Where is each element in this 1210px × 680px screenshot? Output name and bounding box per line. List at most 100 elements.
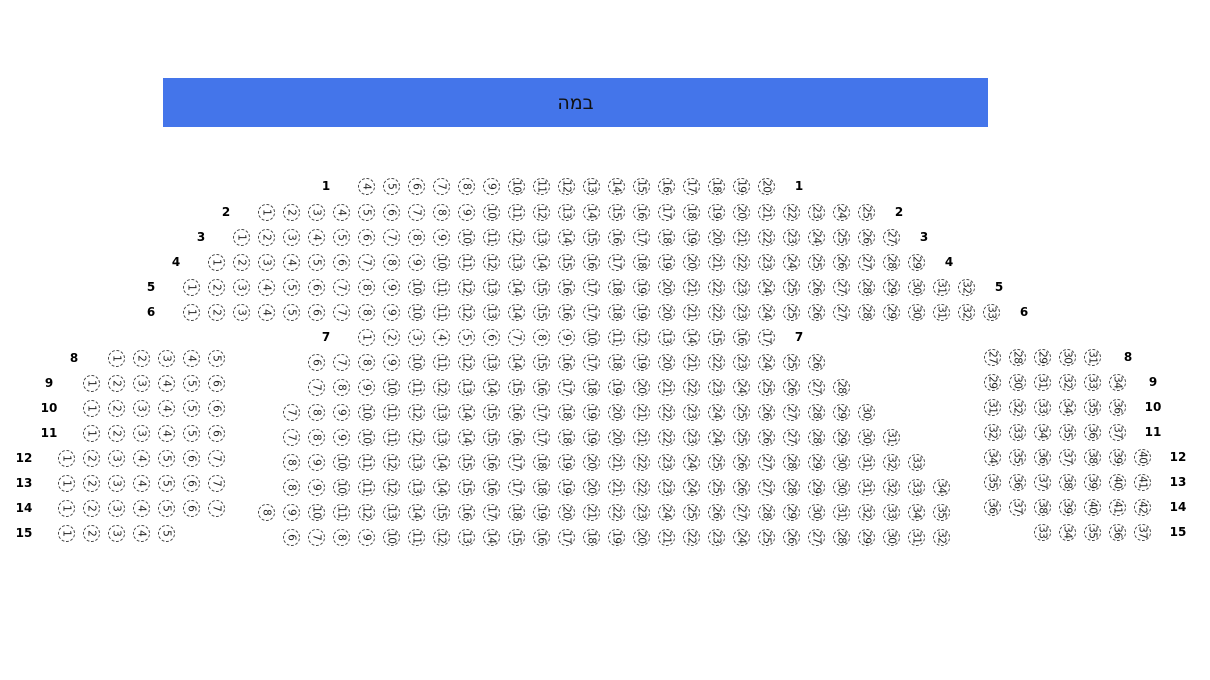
seat-row-10-2[interactable]: 2 (107, 399, 125, 417)
seat-row-4-20[interactable]: 20 (682, 253, 700, 271)
seat-row-9-10[interactable]: 10 (382, 378, 400, 396)
seat-row-15-6[interactable]: 6 (282, 528, 300, 546)
seat-row-5-12[interactable]: 12 (457, 278, 475, 296)
seat-row-15-15[interactable]: 15 (507, 528, 525, 546)
seat-row-10-13[interactable]: 13 (432, 403, 450, 421)
seat-row-9-28[interactable]: 28 (832, 378, 850, 396)
seat-row-12-27[interactable]: 27 (757, 453, 775, 471)
seat-row-3-2[interactable]: 2 (257, 228, 275, 246)
seat-row-14-30[interactable]: 30 (807, 503, 825, 521)
seat-row-13-39[interactable]: 39 (1083, 473, 1101, 491)
seat-row-7-17[interactable]: 17 (757, 328, 775, 346)
seat-row-14-27[interactable]: 27 (732, 503, 750, 521)
seat-row-8-27[interactable]: 27 (983, 348, 1001, 366)
seat-row-13-3[interactable]: 3 (107, 474, 125, 492)
seat-row-7-8[interactable]: 8 (532, 328, 550, 346)
seat-row-2-13[interactable]: 13 (557, 203, 575, 221)
seat-row-15-11[interactable]: 11 (407, 528, 425, 546)
seat-row-12-40[interactable]: 40 (1133, 448, 1151, 466)
seat-row-15-2[interactable]: 2 (82, 524, 100, 542)
seat-row-12-14[interactable]: 14 (432, 453, 450, 471)
seat-row-6-12[interactable]: 12 (457, 303, 475, 321)
seat-row-13-5[interactable]: 5 (157, 474, 175, 492)
seat-row-9-5[interactable]: 5 (182, 374, 200, 392)
seat-row-15-1[interactable]: 1 (57, 524, 75, 542)
seat-row-10-24[interactable]: 24 (707, 403, 725, 421)
seat-row-4-4[interactable]: 4 (282, 253, 300, 271)
seat-row-13-8[interactable]: 8 (282, 478, 300, 496)
seat-row-11-28[interactable]: 28 (807, 428, 825, 446)
seat-row-10-22[interactable]: 22 (657, 403, 675, 421)
seat-row-14-40[interactable]: 40 (1083, 498, 1101, 516)
seat-row-14-34[interactable]: 34 (907, 503, 925, 521)
seat-row-13-20[interactable]: 20 (582, 478, 600, 496)
seat-row-2-21[interactable]: 21 (757, 203, 775, 221)
seat-row-15-22[interactable]: 22 (682, 528, 700, 546)
seat-row-6-7[interactable]: 7 (332, 303, 350, 321)
seat-row-15-7[interactable]: 7 (307, 528, 325, 546)
seat-row-5-16[interactable]: 16 (557, 278, 575, 296)
seat-row-9-32[interactable]: 32 (1058, 373, 1076, 391)
seat-row-8-17[interactable]: 17 (582, 353, 600, 371)
seat-row-4-13[interactable]: 13 (507, 253, 525, 271)
seat-row-2-20[interactable]: 20 (732, 203, 750, 221)
seat-row-10-27[interactable]: 27 (782, 403, 800, 421)
seat-row-14-10[interactable]: 10 (307, 503, 325, 521)
seat-row-1-11[interactable]: 11 (532, 177, 550, 195)
seat-row-9-34[interactable]: 34 (1108, 373, 1126, 391)
seat-row-6-25[interactable]: 25 (782, 303, 800, 321)
seat-row-3-14[interactable]: 14 (557, 228, 575, 246)
seat-row-13-36[interactable]: 36 (1008, 473, 1026, 491)
seat-row-8-5[interactable]: 5 (207, 349, 225, 367)
seat-row-10-21[interactable]: 21 (632, 403, 650, 421)
seat-row-5-22[interactable]: 22 (707, 278, 725, 296)
seat-row-9-20[interactable]: 20 (632, 378, 650, 396)
seat-row-5-17[interactable]: 17 (582, 278, 600, 296)
seat-row-4-15[interactable]: 15 (557, 253, 575, 271)
seat-row-9-30[interactable]: 30 (1008, 373, 1026, 391)
seat-row-8-8[interactable]: 8 (357, 353, 375, 371)
seat-row-13-16[interactable]: 16 (482, 478, 500, 496)
seat-row-1-6[interactable]: 6 (407, 177, 425, 195)
seat-row-11-10[interactable]: 10 (357, 428, 375, 446)
seat-row-13-34[interactable]: 34 (932, 478, 950, 496)
seat-row-10-26[interactable]: 26 (757, 403, 775, 421)
seat-row-11-7[interactable]: 7 (282, 428, 300, 446)
seat-row-1-18[interactable]: 18 (707, 177, 725, 195)
seat-row-14-28[interactable]: 28 (757, 503, 775, 521)
seat-row-12-1[interactable]: 1 (57, 449, 75, 467)
seat-row-13-9[interactable]: 9 (307, 478, 325, 496)
seat-row-6-4[interactable]: 4 (257, 303, 275, 321)
seat-row-9-23[interactable]: 23 (707, 378, 725, 396)
seat-row-13-13[interactable]: 13 (407, 478, 425, 496)
seat-row-9-11[interactable]: 11 (407, 378, 425, 396)
seat-row-9-24[interactable]: 24 (732, 378, 750, 396)
seat-row-11-3[interactable]: 3 (132, 424, 150, 442)
seat-row-11-33[interactable]: 33 (1008, 423, 1026, 441)
seat-row-12-28[interactable]: 28 (782, 453, 800, 471)
seat-row-8-9[interactable]: 9 (382, 353, 400, 371)
seat-row-11-1[interactable]: 1 (82, 424, 100, 442)
seat-row-10-15[interactable]: 15 (482, 403, 500, 421)
seat-row-15-30[interactable]: 30 (882, 528, 900, 546)
seat-row-11-20[interactable]: 20 (607, 428, 625, 446)
seat-row-11-31[interactable]: 31 (882, 428, 900, 446)
seat-row-4-9[interactable]: 9 (407, 253, 425, 271)
seat-row-13-38[interactable]: 38 (1058, 473, 1076, 491)
seat-row-6-20[interactable]: 20 (657, 303, 675, 321)
seat-row-12-32[interactable]: 32 (882, 453, 900, 471)
seat-row-2-22[interactable]: 22 (782, 203, 800, 221)
seat-row-2-1[interactable]: 1 (257, 203, 275, 221)
seat-row-7-6[interactable]: 6 (482, 328, 500, 346)
seat-row-15-24[interactable]: 24 (732, 528, 750, 546)
seat-row-12-19[interactable]: 19 (557, 453, 575, 471)
seat-row-10-1[interactable]: 1 (82, 399, 100, 417)
seat-row-15-35[interactable]: 35 (1083, 523, 1101, 541)
seat-row-13-10[interactable]: 10 (332, 478, 350, 496)
seat-row-7-9[interactable]: 9 (557, 328, 575, 346)
seat-row-11-24[interactable]: 24 (707, 428, 725, 446)
seat-row-14-16[interactable]: 16 (457, 503, 475, 521)
seat-row-13-17[interactable]: 17 (507, 478, 525, 496)
seat-row-13-1[interactable]: 1 (57, 474, 75, 492)
seat-row-6-21[interactable]: 21 (682, 303, 700, 321)
